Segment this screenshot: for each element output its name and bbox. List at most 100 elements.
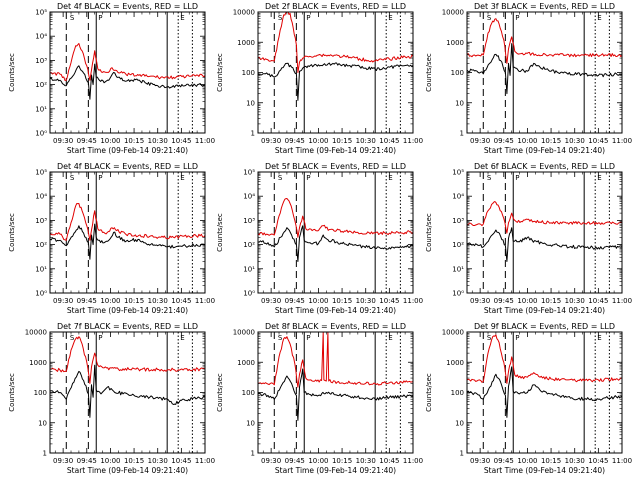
x-tick-label: 11:00 (195, 297, 215, 305)
y-tick-label: 10² (35, 81, 47, 89)
y-tick-label: 10¹ (452, 265, 464, 273)
y-tick-label: 1 (251, 450, 255, 458)
chart-panel-7: Det 7f BLACK = Events, RED = LLD Counts/s… (8, 322, 215, 475)
chart-panel-3: Det 3f BLACK = Events, RED = LLD Counts/s… (425, 2, 632, 155)
series-line-events (467, 366, 622, 418)
chart-panel-4: Det 4f BLACK = Events, RED = LLD Counts/s… (8, 162, 215, 315)
y-tick-label: 10⁰ (35, 290, 47, 298)
x-tick-label: 10:00 (308, 457, 328, 465)
x-tick-label: 10:00 (308, 297, 328, 305)
x-axis-label: Start Time (09-Feb-14 09:21:40) (67, 146, 188, 155)
x-tick-label: 10:30 (148, 457, 168, 465)
panel-title: Det 7f BLACK = Events, RED = LLD (57, 322, 198, 331)
chart-panel-9: Det 9f BLACK = Events, RED = LLD Counts/s… (425, 322, 632, 475)
y-axis-label: Counts/sec (216, 373, 224, 412)
series-line-events (467, 43, 622, 95)
plot-area (258, 332, 413, 453)
y-tick-label: 10² (243, 241, 255, 249)
x-tick-label: 10:45 (379, 137, 399, 145)
marker-letter: S (70, 14, 75, 22)
series-line-lld (467, 201, 622, 234)
y-tick-label: 10¹ (243, 265, 255, 273)
x-tick-label: 10:30 (356, 297, 376, 305)
y-axis-label: Counts/sec (216, 53, 224, 92)
y-tick-label: 100 (34, 389, 47, 397)
chart-panel-1: Det 4f BLACK = Events, RED = LLD Counts/s… (8, 2, 215, 155)
plot-frame (466, 331, 623, 454)
x-axis-label: Start Time (09-Feb-14 09:21:40) (67, 306, 188, 315)
plot-frame (49, 171, 206, 294)
marker-letter: P (306, 334, 310, 342)
x-tick-label: 11:00 (612, 297, 632, 305)
x-tick-label: 10:30 (356, 137, 376, 145)
x-tick-label: 10:00 (100, 457, 120, 465)
chart-panel-5: Det 5f BLACK = Events, RED = LLD Counts/s… (216, 162, 423, 315)
series-line-lld (467, 18, 622, 64)
y-tick-label: 1 (251, 130, 255, 138)
x-axis-label: Start Time (09-Feb-14 09:21:40) (484, 466, 605, 475)
y-tick-label: 10² (452, 241, 464, 249)
y-tick-label: 10000 (233, 9, 255, 17)
x-tick-label: 10:30 (565, 297, 585, 305)
plot-area (50, 332, 205, 453)
y-tick-label: 10¹ (35, 105, 47, 113)
y-tick-label: 10 (38, 419, 47, 427)
y-tick-label: 10⁵ (35, 9, 47, 17)
x-tick-label: 10:45 (379, 457, 399, 465)
chart-panel-2: Det 2f BLACK = Events, RED = LLD Counts/s… (216, 2, 423, 155)
panel-title: Det 4f BLACK = Events, RED = LLD (57, 2, 198, 11)
plot-frame (49, 331, 206, 454)
marker-letter: E (597, 14, 601, 22)
y-tick-label: 1 (460, 450, 464, 458)
y-tick-label: 10⁴ (243, 193, 255, 201)
x-axis-label: Start Time (09-Feb-14 09:21:40) (275, 146, 396, 155)
x-tick-label: 09:30 (261, 297, 281, 305)
x-tick-label: 09:30 (470, 457, 490, 465)
x-tick-label: 09:30 (261, 457, 281, 465)
y-tick-label: 100 (451, 389, 464, 397)
x-tick-label: 10:15 (541, 297, 561, 305)
series-line-lld (258, 12, 413, 73)
x-tick-label: 11:00 (195, 457, 215, 465)
series-line-events (467, 227, 622, 262)
x-tick-label: 10:45 (588, 457, 608, 465)
x-tick-label: 10:15 (124, 137, 144, 145)
series-line-events (50, 223, 205, 260)
panel-title: Det 8f BLACK = Events, RED = LLD (265, 322, 406, 331)
marker-letter: E (180, 174, 184, 182)
y-tick-label: 10000 (442, 9, 464, 17)
marker-letter: E (388, 14, 392, 22)
x-tick-label: 09:45 (77, 457, 97, 465)
x-tick-label: 11:00 (612, 137, 632, 145)
y-axis-label: Counts/sec (8, 373, 16, 412)
x-axis-label: Start Time (09-Feb-14 09:21:40) (275, 466, 396, 475)
x-tick-label: 10:00 (517, 457, 537, 465)
series-line-lld (258, 198, 413, 238)
x-tick-label: 11:00 (403, 457, 423, 465)
y-tick-label: 10⁰ (243, 290, 255, 298)
x-tick-label: 09:30 (53, 457, 73, 465)
x-tick-label: 10:15 (124, 457, 144, 465)
chart-panel-6: Det 6f BLACK = Events, RED = LLD Counts/s… (425, 162, 632, 315)
x-tick-label: 10:15 (332, 457, 352, 465)
x-tick-label: 10:15 (541, 457, 561, 465)
x-tick-label: 10:45 (171, 457, 191, 465)
y-tick-label: 10 (455, 99, 464, 107)
x-tick-label: 10:00 (100, 297, 120, 305)
y-tick-label: 10000 (233, 329, 255, 337)
x-tick-label: 09:30 (261, 137, 281, 145)
x-tick-label: 10:00 (517, 297, 537, 305)
y-axis-label: Counts/sec (425, 213, 433, 252)
y-tick-label: 1000 (446, 39, 464, 47)
x-tick-label: 09:45 (494, 457, 514, 465)
series-line-events (50, 63, 205, 100)
y-tick-label: 10000 (442, 329, 464, 337)
marker-letter: E (597, 174, 601, 182)
y-tick-label: 10⁵ (35, 169, 47, 177)
plot-area (50, 12, 205, 133)
y-tick-label: 1000 (29, 359, 47, 367)
marker-letter: P (306, 174, 310, 182)
y-tick-label: 1 (43, 450, 47, 458)
marker-letter: S (487, 14, 492, 22)
